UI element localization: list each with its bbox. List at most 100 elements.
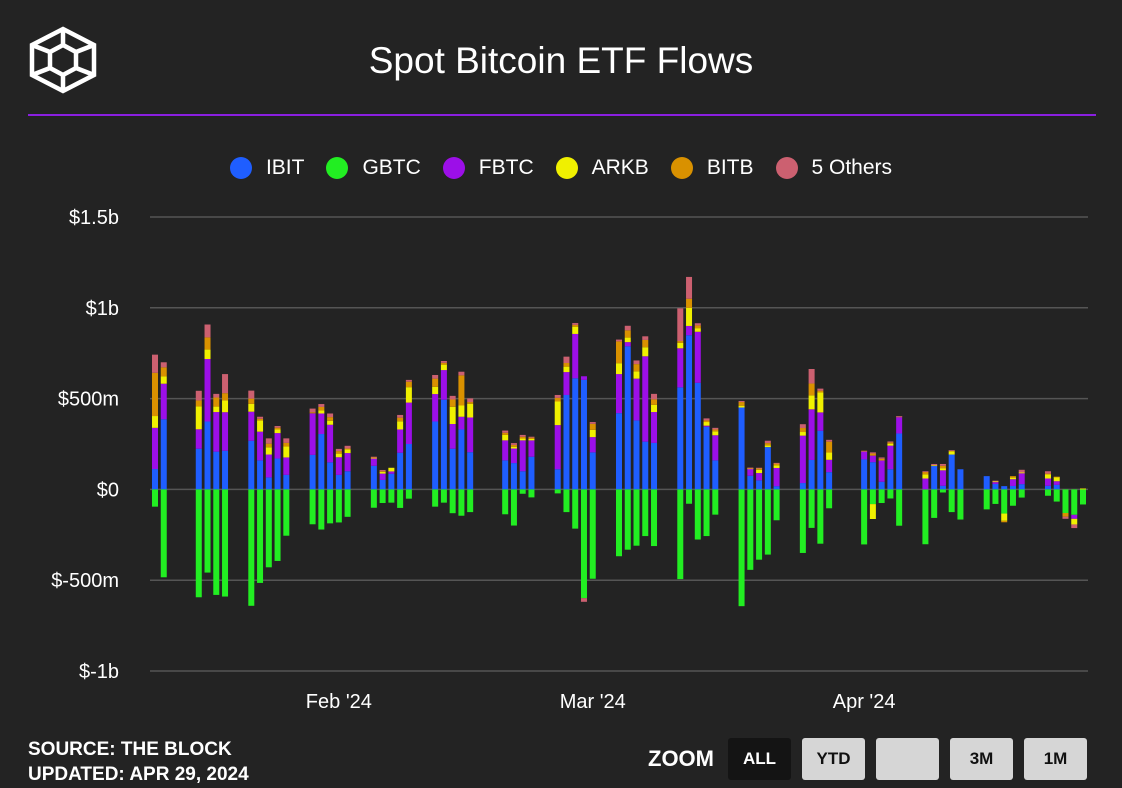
bar-segment-ibit [580, 379, 587, 490]
bar-segment-5-others [554, 394, 561, 398]
bar-segment-fbtc [703, 425, 710, 427]
bar-segment-arkb [327, 420, 334, 425]
legend-marker [775, 157, 798, 179]
bar-segment-fbtc [616, 374, 622, 414]
bar-segment-fbtc [686, 325, 693, 336]
bar-segment-ibit [335, 474, 342, 490]
bar-segment-fbtc [265, 454, 272, 478]
bar-segment-fbtc [861, 451, 868, 460]
bar-segment-arkb [248, 403, 255, 412]
bar-segment-fbtc [756, 473, 763, 481]
bar-segment-gbtc [694, 489, 701, 540]
bar-segment-gbtc [222, 489, 229, 597]
bar-segment-arkb [502, 434, 509, 441]
bar-segment-fbtc [992, 482, 999, 484]
bar-segment-gbtc [1044, 489, 1051, 496]
bar-segment-fbtc [563, 372, 570, 395]
bar-segment-bitb [624, 330, 631, 338]
bar-segment-gbtc [799, 489, 806, 553]
bar-segment-fbtc [1009, 479, 1016, 486]
bar-segment-5-others [931, 463, 938, 466]
bar-segment-fbtc [1053, 481, 1060, 485]
legend-item[interactable]: IBIT [229, 156, 305, 180]
bar-segment-ibit [397, 452, 404, 490]
page-title: Spot Bitcoin ETF Flows [368, 40, 754, 81]
legend-label: FBTC [478, 156, 534, 179]
legend-label: ARKB [591, 156, 649, 179]
bar-segment-ibit [808, 459, 815, 490]
bar-segment-ibit [712, 460, 719, 490]
bar-segment-bitb [458, 375, 465, 406]
bar-segment-gbtc [624, 489, 631, 550]
bar-segment-arkb [213, 406, 220, 413]
bar-segment-arkb [992, 481, 999, 483]
bar-segment-5-others [817, 388, 824, 391]
bar-segment-bitb [764, 443, 771, 446]
bar-segment-ibit [388, 473, 395, 490]
bar-segment-bitb [1044, 473, 1051, 475]
zoom-ytd-button[interactable]: YTD [802, 738, 865, 780]
legend-label: IBIT [265, 156, 305, 179]
bar-segment-fbtc [922, 478, 929, 490]
legend-item[interactable]: GBTC [326, 156, 421, 180]
legend-item[interactable]: 5 Others [775, 156, 892, 180]
bar-segment-5-others [467, 398, 474, 403]
bar-segment-ibit [764, 447, 771, 490]
zoom-blank-button[interactable] [876, 738, 939, 780]
bar-segment-fbtc [651, 412, 658, 443]
bar-segment-arkb [432, 386, 439, 395]
bar-segment-gbtc [563, 489, 570, 513]
bar-segment-arkb [633, 371, 640, 379]
bar-segment-5-others [405, 379, 412, 382]
bar-segment-ibit [992, 483, 999, 490]
bar-segment-ibit [1001, 486, 1008, 490]
legend-item[interactable]: ARKB [555, 156, 649, 180]
bar-segment-5-others [248, 390, 255, 399]
bar-segment-5-others [826, 439, 833, 442]
bar-segment-gbtc [379, 489, 386, 504]
bar-segment-arkb [467, 403, 474, 418]
bar-segment-bitb [694, 325, 701, 329]
bar-segment-bitb [808, 383, 815, 396]
bar-segment-arkb [624, 337, 631, 343]
bar-segment-ibit [869, 462, 876, 490]
bar-segment-arkb [799, 432, 806, 436]
bar-segment-bitb [563, 363, 570, 367]
bar-segment-fbtc [624, 342, 631, 347]
bar-segment-5-others [992, 480, 999, 482]
bar-segment-5-others [222, 374, 229, 394]
bar-segment-arkb [1080, 488, 1086, 490]
bar-segment-gbtc [405, 489, 412, 499]
bar-segment-fbtc [878, 460, 885, 482]
bar-segment-5-others [204, 324, 211, 338]
bar-segment-gbtc [616, 489, 622, 557]
bar-segment-fbtc [939, 470, 946, 486]
zoom-all-button[interactable]: ALL [728, 738, 791, 780]
bar-segment-bitb [554, 397, 561, 402]
legend-marker [670, 157, 693, 179]
bar-segment-ibit [1009, 485, 1016, 490]
bar-segment-5-others [344, 445, 351, 449]
bar-segment-ibit [449, 448, 456, 490]
bar-segment-fbtc [405, 402, 412, 444]
title-divider [28, 114, 1096, 116]
bar-segment-arkb [589, 429, 596, 438]
bar-segment-gbtc [265, 489, 272, 568]
bar-segment-gbtc [510, 489, 517, 526]
bar-segment-bitb [826, 441, 833, 453]
bar-segment-fbtc [502, 440, 509, 461]
bar-segment-fbtc [204, 359, 211, 422]
legend-item[interactable]: BITB [670, 156, 754, 180]
bar-segment-bitb [344, 448, 351, 450]
bar-segment-5-others [799, 424, 806, 429]
bar-segment-ibit [817, 430, 824, 490]
bar-segment-fbtc [773, 467, 780, 487]
zoom-3m-button[interactable]: 3M [950, 738, 1013, 780]
zoom-1m-button[interactable]: 1M [1024, 738, 1087, 780]
bar-segment-ibit [773, 486, 780, 490]
zoom-controls: ZOOM ALL YTD 3M 1M [648, 738, 1098, 780]
bar-segment-gbtc [992, 489, 999, 504]
bar-segment-bitb [440, 362, 447, 365]
legend-item[interactable]: FBTC [442, 156, 534, 180]
bar-segment-bitb [432, 378, 439, 387]
